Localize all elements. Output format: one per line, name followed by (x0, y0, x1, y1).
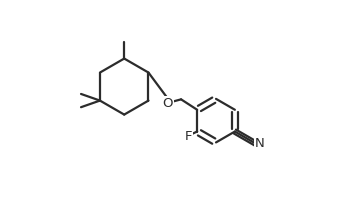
Text: F: F (184, 130, 192, 143)
Text: O: O (163, 97, 173, 110)
Text: N: N (255, 137, 265, 150)
